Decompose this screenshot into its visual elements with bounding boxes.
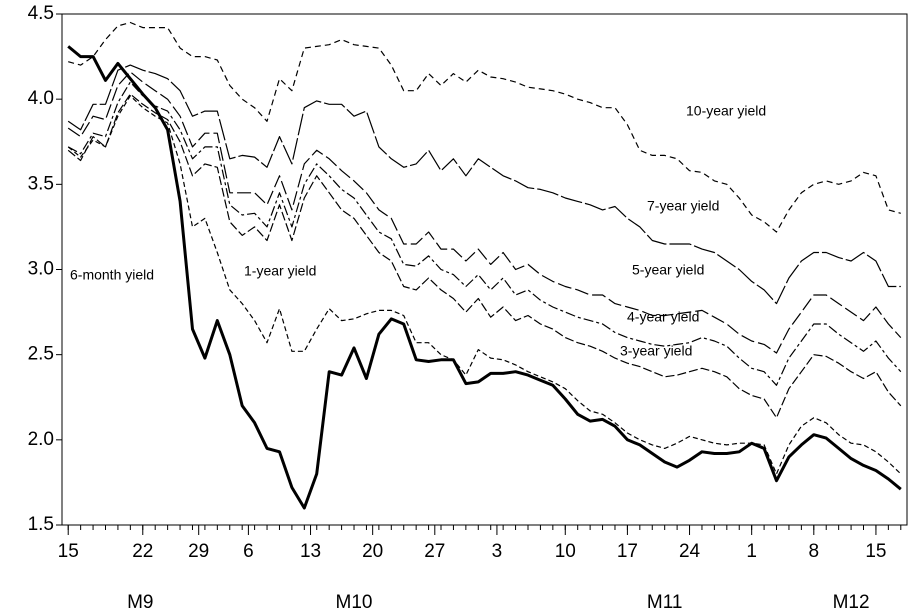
x-tick-label: 24 <box>679 541 701 562</box>
month-label: M10 <box>336 592 373 613</box>
x-tick-label: 13 <box>300 541 321 562</box>
x-tick-label: 29 <box>188 541 209 562</box>
series-line <box>67 45 902 510</box>
x-tick-label: 15 <box>58 541 79 562</box>
x-tick-label: 22 <box>132 541 153 562</box>
series-line <box>67 81 902 386</box>
series-label: 5-year yield <box>632 262 704 278</box>
series-line <box>67 93 902 419</box>
y-tick-label: 2.5 <box>28 344 54 365</box>
y-tick-label: 3.5 <box>28 173 54 194</box>
x-tick-label: 1 <box>746 541 757 562</box>
x-tick-label: 6 <box>243 541 254 562</box>
month-label: M12 <box>833 592 870 613</box>
x-tick-label: 27 <box>424 541 445 562</box>
y-tick-label: 4.0 <box>28 88 54 109</box>
x-tick-label: 17 <box>617 541 638 562</box>
series-label: 4-year yield <box>627 309 699 325</box>
month-label: M11 <box>647 592 683 613</box>
plot-frame <box>61 13 908 526</box>
series-line <box>67 95 902 475</box>
x-tick-label: 8 <box>809 541 820 562</box>
series-label: 3-year yield <box>620 343 692 359</box>
x-tick-label: 15 <box>865 541 886 562</box>
series-label: 6-month yield <box>70 267 154 283</box>
y-tick-label: 3.0 <box>28 259 54 280</box>
x-tick-label: 3 <box>492 541 503 562</box>
x-tick-label: 20 <box>362 541 383 562</box>
series-line <box>67 71 902 354</box>
series-label: 10-year yield <box>686 103 766 119</box>
y-tick-label: 1.5 <box>28 514 54 535</box>
month-label: M9 <box>127 592 153 613</box>
y-tick-label: 4.5 <box>28 3 54 24</box>
y-tick-label: 2.0 <box>28 429 54 450</box>
series-label: 1-year yield <box>244 263 316 279</box>
x-tick-label: 10 <box>555 541 576 562</box>
series-line <box>67 64 901 305</box>
series-label: 7-year yield <box>647 198 719 214</box>
series-line <box>68 21 901 233</box>
